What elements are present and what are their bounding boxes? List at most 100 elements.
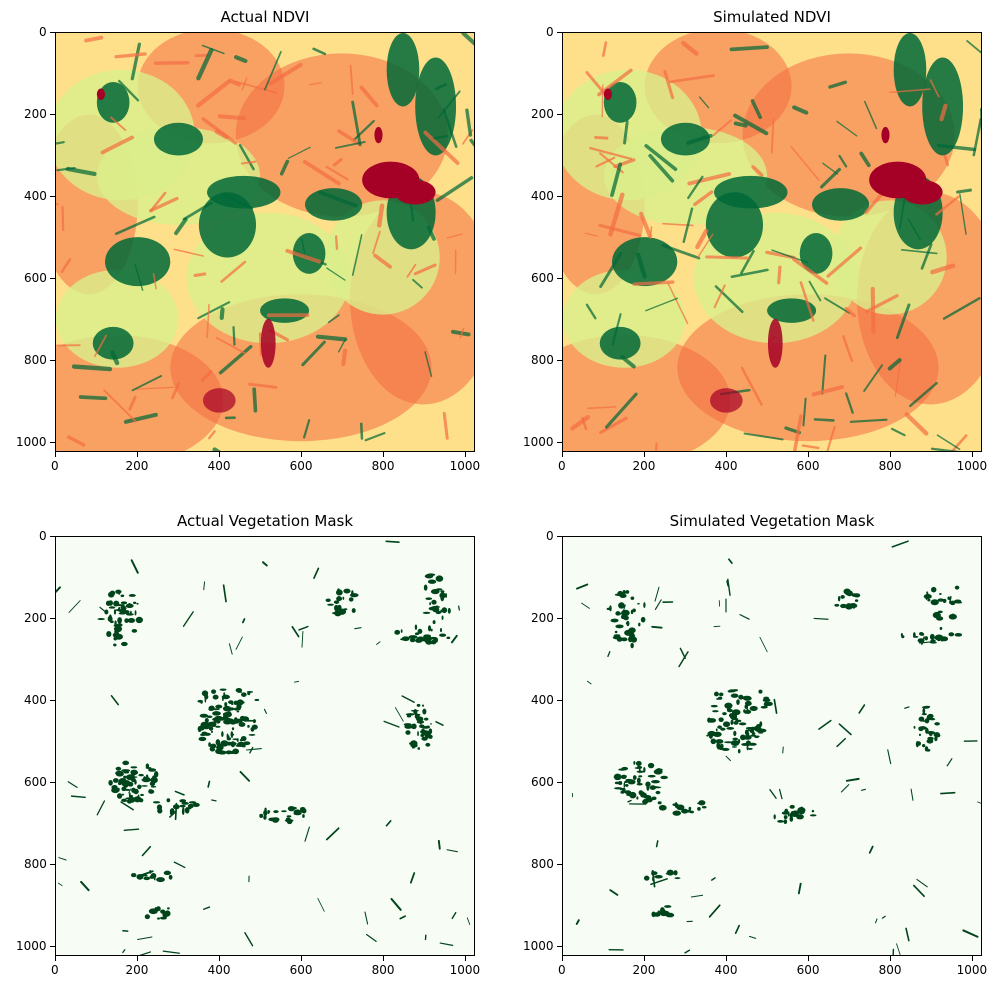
x-tick-mark [561, 956, 563, 961]
actual-vegetation-mask-image [55, 536, 475, 956]
x-tick-label: 0 [558, 459, 566, 473]
y-tick-label: 600 [531, 775, 554, 790]
x-tick-label: 400 [207, 459, 231, 473]
y-tick-mark [557, 945, 562, 947]
y-tick-label: 400 [24, 693, 47, 708]
x-tick-mark [971, 452, 973, 457]
y-tick-mark [50, 699, 55, 701]
x-tick-label: 0 [51, 963, 59, 977]
x-tick-mark [725, 452, 727, 457]
x-tick-label: 200 [125, 963, 149, 977]
x-tick-label: 1000 [956, 963, 988, 977]
x-tick-label: 1000 [449, 963, 481, 977]
x-tick-label: 600 [796, 963, 820, 977]
x-tick-mark [807, 956, 809, 961]
y-tick-mark [557, 359, 562, 361]
x-tick-mark [561, 452, 563, 457]
actual-ndvi-image [55, 32, 475, 452]
y-tick-mark [50, 863, 55, 865]
x-tick-mark [54, 956, 56, 961]
x-tick-label: 1000 [956, 459, 988, 473]
y-tick-mark [557, 277, 562, 279]
y-tick-mark [557, 617, 562, 619]
y-tick-mark [557, 863, 562, 865]
y-tick-label: 200 [531, 107, 554, 122]
y-tick-mark [50, 945, 55, 947]
y-tick-mark [557, 31, 562, 33]
x-tick-mark [725, 956, 727, 961]
x-tick-label: 600 [796, 459, 820, 473]
y-tick-mark [50, 31, 55, 33]
x-tick-mark [464, 452, 466, 457]
y-tick-mark [557, 113, 562, 115]
x-tick-label: 600 [289, 963, 313, 977]
x-tick-mark [971, 956, 973, 961]
simulated-ndvi-image [562, 32, 982, 452]
x-tick-mark [643, 452, 645, 457]
x-tick-label: 800 [878, 459, 902, 473]
y-tick-mark [50, 359, 55, 361]
x-tick-mark [382, 452, 384, 457]
panel-title: Simulated Vegetation Mask [669, 512, 875, 530]
y-tick-mark [50, 113, 55, 115]
y-tick-label: 400 [24, 189, 47, 204]
y-tick-label: 200 [531, 611, 554, 626]
y-tick-mark [557, 441, 562, 443]
x-tick-mark [889, 956, 891, 961]
x-tick-mark [218, 956, 220, 961]
x-tick-label: 800 [371, 963, 395, 977]
y-tick-label: 0 [546, 529, 554, 543]
y-tick-mark [557, 195, 562, 197]
actual-vegetation-mask-heatmap [56, 537, 474, 955]
x-tick-label: 800 [371, 459, 395, 473]
x-tick-label: 1000 [449, 459, 481, 473]
x-tick-label: 800 [878, 963, 902, 977]
x-tick-label: 0 [558, 963, 566, 977]
y-tick-label: 1000 [16, 939, 47, 954]
y-tick-label: 0 [546, 25, 554, 39]
panel-title: Simulated NDVI [713, 8, 831, 26]
y-tick-mark [557, 781, 562, 783]
x-tick-mark [300, 956, 302, 961]
x-tick-mark [54, 452, 56, 457]
y-tick-label: 1000 [16, 435, 47, 450]
y-tick-mark [557, 535, 562, 537]
x-tick-mark [218, 452, 220, 457]
actual-ndvi-heatmap [56, 33, 474, 451]
y-tick-label: 800 [24, 857, 47, 872]
y-tick-mark [50, 277, 55, 279]
x-tick-label: 200 [632, 963, 656, 977]
x-tick-label: 400 [714, 963, 738, 977]
y-tick-mark [50, 781, 55, 783]
x-tick-mark [464, 956, 466, 961]
y-tick-label: 600 [24, 775, 47, 790]
x-tick-label: 600 [289, 459, 313, 473]
panel-title: Actual Vegetation Mask [176, 512, 354, 530]
y-tick-mark [50, 195, 55, 197]
x-tick-mark [382, 956, 384, 961]
y-tick-label: 0 [39, 25, 47, 39]
y-tick-label: 600 [24, 271, 47, 286]
panel-title: Actual NDVI [220, 8, 310, 26]
simulated-vegetation-mask-image [562, 536, 982, 956]
x-tick-label: 400 [714, 459, 738, 473]
y-tick-mark [50, 535, 55, 537]
x-tick-label: 0 [51, 459, 59, 473]
x-tick-label: 200 [125, 459, 149, 473]
simulated-ndvi-heatmap [563, 33, 981, 451]
y-tick-label: 1000 [523, 939, 554, 954]
y-tick-label: 600 [531, 271, 554, 286]
x-tick-mark [300, 452, 302, 457]
x-tick-mark [807, 452, 809, 457]
x-tick-mark [136, 956, 138, 961]
x-tick-label: 400 [207, 963, 231, 977]
y-tick-label: 200 [24, 107, 47, 122]
x-tick-mark [643, 956, 645, 961]
y-tick-label: 1000 [523, 435, 554, 450]
y-tick-label: 800 [531, 857, 554, 872]
simulated-vegetation-mask-heatmap [563, 537, 981, 955]
y-tick-mark [557, 699, 562, 701]
y-tick-label: 800 [24, 353, 47, 368]
y-tick-label: 0 [39, 529, 47, 543]
x-tick-mark [136, 452, 138, 457]
